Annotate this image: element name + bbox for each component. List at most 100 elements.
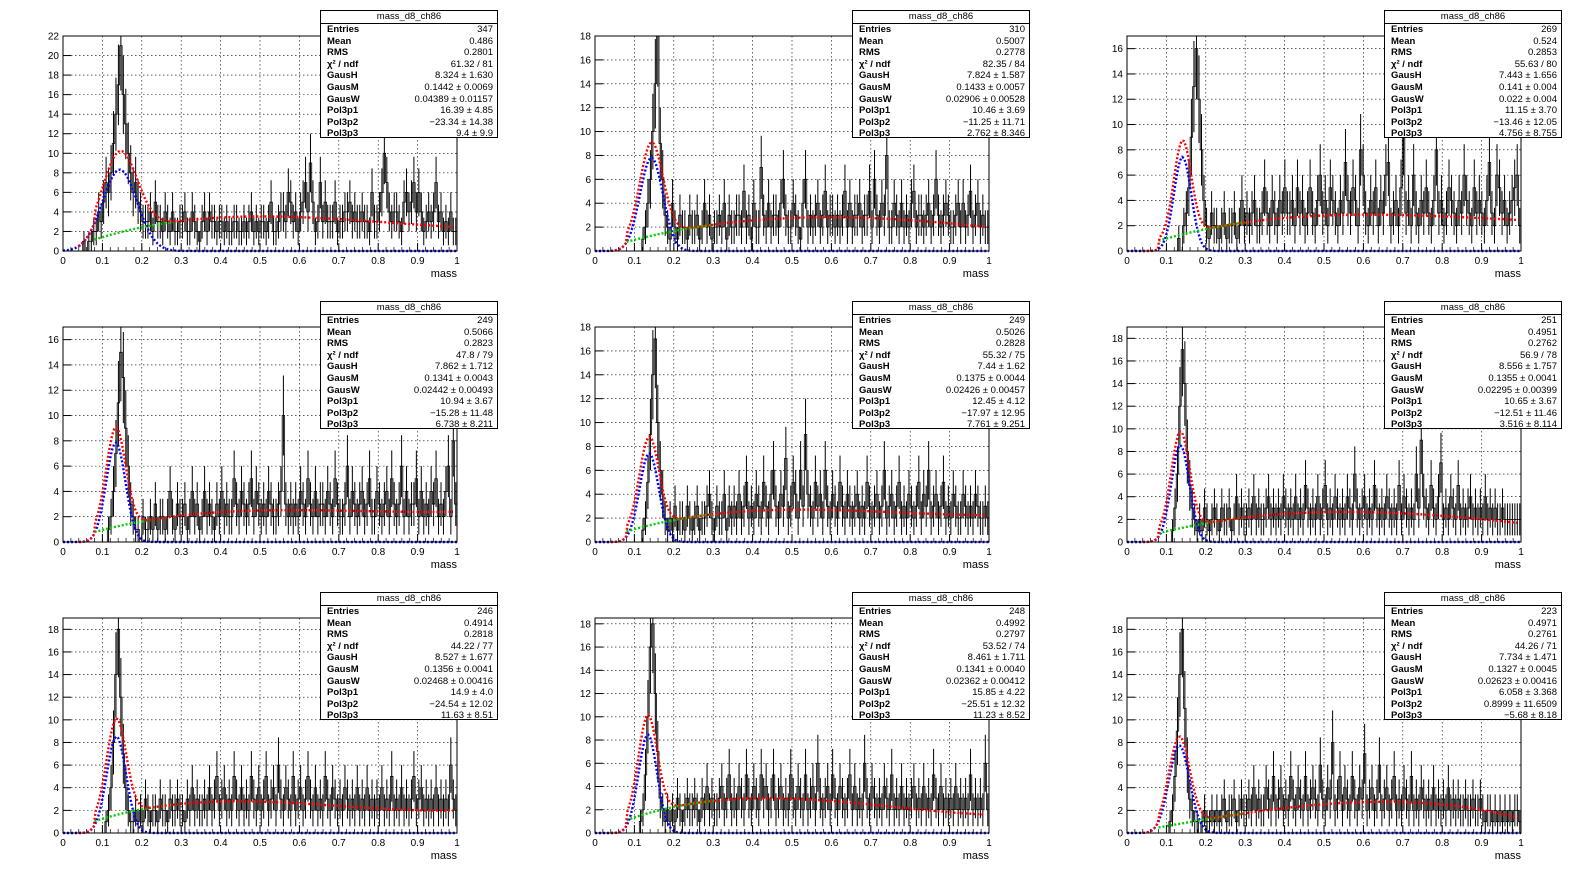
stats-row-value: 53.52 / 74 xyxy=(982,640,1025,652)
stats-row-name: Pol3p2 xyxy=(1391,116,1423,128)
stats-row-value: 0.1341 ± 0.0043 xyxy=(424,372,493,384)
stats-row: GausW 0.02468 ± 0.00416 xyxy=(321,676,497,688)
histogram-bins xyxy=(595,327,990,543)
y-tick-label: 4 xyxy=(53,207,59,218)
y-tick-label: 0 xyxy=(1117,829,1123,840)
stats-row-value: 310 xyxy=(1009,24,1025,35)
y-axis: 0 2 4 6 8 10 12 14 16 18 xyxy=(580,32,603,258)
x-tick-label: 1 xyxy=(986,547,992,558)
y-tick-label: 6 xyxy=(1117,761,1123,772)
stats-row-name: Pol3p3 xyxy=(327,710,359,722)
stats-row-value: 246 xyxy=(477,606,493,617)
stats-row-value: 0.4914 xyxy=(463,617,493,629)
stats-row-name: Pol3p2 xyxy=(1391,407,1423,419)
stats-row: Mean 0.4951 xyxy=(1385,327,1561,339)
stats-row-name: GausM xyxy=(327,81,359,93)
histogram-bins xyxy=(63,36,458,252)
y-tick-label: 14 xyxy=(48,670,60,681)
y-tick-label: 8 xyxy=(1117,738,1123,749)
stats-row: Pol3p2 −24.54 ± 12.02 xyxy=(321,699,497,711)
stats-row: Pol3p1 6.058 ± 3.368 xyxy=(1385,687,1561,699)
stats-row-value: −11.25 ± 11.71 xyxy=(962,116,1025,128)
y-tick-label: 6 xyxy=(585,175,591,186)
stats-row-name: χ² / ndf xyxy=(1391,349,1423,361)
x-tick-label: 0.7 xyxy=(1396,547,1410,558)
x-tick-label: 0.7 xyxy=(332,838,346,849)
stats-row-value: 8.461 ± 1.711 xyxy=(967,652,1025,664)
x-tick-label: 0 xyxy=(592,838,598,849)
y-tick-label: 12 xyxy=(1112,95,1124,106)
stats-row-name: GausM xyxy=(327,663,359,675)
stats-row: Pol3p2 −13.46 ± 12.05 xyxy=(1385,117,1561,129)
y-tick-label: 12 xyxy=(1112,402,1124,413)
stats-row: Entries 223 xyxy=(1385,606,1561,618)
stats-row-name: GausH xyxy=(859,361,890,373)
histogram-panel: 0 2 4 6 8 10 12 14 16 18 20 22 0 0.1 0.2 0.3 0.4 0.5 0.6 0.… xyxy=(0,0,532,291)
stats-row: GausH 7.443 ± 1.656 xyxy=(1385,70,1561,82)
y-tick-label: 18 xyxy=(1112,625,1124,636)
stats-row: Mean 0.5026 xyxy=(853,327,1029,339)
stats-row: Pol3p2 −12.51 ± 11.46 xyxy=(1385,408,1561,420)
histogram-plot: 0 2 4 6 8 10 12 14 16 18 0 0.1 0.2 0.3 0.4 0.5 0.6 0.7 0.8… xyxy=(48,617,460,862)
x-tick-label: 0.4 xyxy=(746,547,760,558)
x-axis: 0 0.1 0.2 0.3 0.4 0.5 0.6 0.7 0.8 0.9 1 xyxy=(1124,534,1524,558)
y-axis: 0 2 4 6 8 10 12 14 16 xyxy=(48,335,71,549)
x-tick-label: 0.6 xyxy=(292,256,306,267)
x-tick-label: 0.8 xyxy=(371,838,385,849)
stats-row-value: 0.02442 ± 0.00493 xyxy=(413,384,493,396)
x-tick-label: 0 xyxy=(60,838,66,849)
gaus-fit-curve xyxy=(63,734,457,835)
stats-row-name: GausH xyxy=(859,652,890,664)
stats-row-value: 4.756 ± 8.755 xyxy=(1498,128,1557,140)
stats-row-value: 0.2801 xyxy=(463,47,493,59)
x-tick-label: 0 xyxy=(592,256,598,267)
y-tick-label: 18 xyxy=(580,32,592,43)
stats-row-value: 0.02623 ± 0.00416 xyxy=(1477,675,1557,687)
stats-row: Pol3p1 16.39 ± 4.85 xyxy=(321,105,497,117)
y-axis: 0 2 4 6 8 10 12 14 16 18 xyxy=(580,619,603,840)
stats-row-name: GausW xyxy=(859,384,892,396)
stats-row-value: 0.2761 xyxy=(1527,629,1557,641)
x-tick-label: 0 xyxy=(60,256,66,267)
x-tick-label: 0.2 xyxy=(667,547,681,558)
y-tick-label: 12 xyxy=(48,693,60,704)
stats-row-name: Pol3p1 xyxy=(327,687,359,699)
y-tick-label: 16 xyxy=(1112,356,1124,367)
x-tick-label: 0.5 xyxy=(785,838,799,849)
stats-box: mass_d8_ch86 Entries 249 Mean 0.5066 RMS 0.282… xyxy=(320,301,498,430)
stats-row: GausW 0.022 ± 0.004 xyxy=(1385,94,1561,106)
y-tick-label: 0 xyxy=(585,829,591,840)
x-tick-label: 0.1 xyxy=(627,547,641,558)
stats-row-value: 0.02362 ± 0.00412 xyxy=(945,675,1025,687)
y-tick-label: 0 xyxy=(53,538,59,549)
stats-row-value: 10.94 ± 3.67 xyxy=(440,396,493,408)
stats-row-value: 0.4951 xyxy=(1527,326,1557,338)
stats-title: mass_d8_ch86 xyxy=(853,302,1029,315)
y-tick-label: 6 xyxy=(53,761,59,772)
stats-row: GausH 7.862 ± 1.712 xyxy=(321,361,497,373)
x-tick-label: 0.5 xyxy=(1317,547,1331,558)
y-tick-label: 4 xyxy=(53,783,59,794)
stats-row-name: Pol3p1 xyxy=(1391,396,1423,408)
x-tick-label: 0.3 xyxy=(174,256,188,267)
stats-row-name: RMS xyxy=(327,338,349,350)
stats-row: RMS 0.2762 xyxy=(1385,338,1561,350)
y-tick-label: 10 xyxy=(1112,120,1124,131)
histogram-plot: 0 2 4 6 8 10 12 14 16 18 0 0.1 0.2 0.3 0.4 0.5 0.6 0.7 0.8… xyxy=(1112,617,1524,862)
x-tick-label: 1 xyxy=(454,547,460,558)
pol3-fit-curve xyxy=(626,799,714,822)
y-tick-label: 16 xyxy=(1112,44,1124,55)
x-tick-label: 0.6 xyxy=(1356,256,1370,267)
stats-row-name: Entries xyxy=(1391,606,1424,617)
x-tick-label: 0.1 xyxy=(1159,256,1173,267)
stats-row-value: 61.32 / 81 xyxy=(450,58,493,70)
y-tick-label: 2 xyxy=(1117,515,1123,526)
total-fit-curve xyxy=(610,140,986,253)
stats-row: RMS 0.2828 xyxy=(853,338,1029,350)
y-tick-label: 12 xyxy=(580,394,592,405)
stats-row-value: 11.15 ± 3.70 xyxy=(1504,105,1557,117)
x-tick-label: 0.1 xyxy=(95,838,109,849)
stats-row-value: 82.35 / 84 xyxy=(982,58,1025,70)
stats-row-name: GausH xyxy=(859,70,890,82)
y-tick-label: 8 xyxy=(53,436,59,447)
